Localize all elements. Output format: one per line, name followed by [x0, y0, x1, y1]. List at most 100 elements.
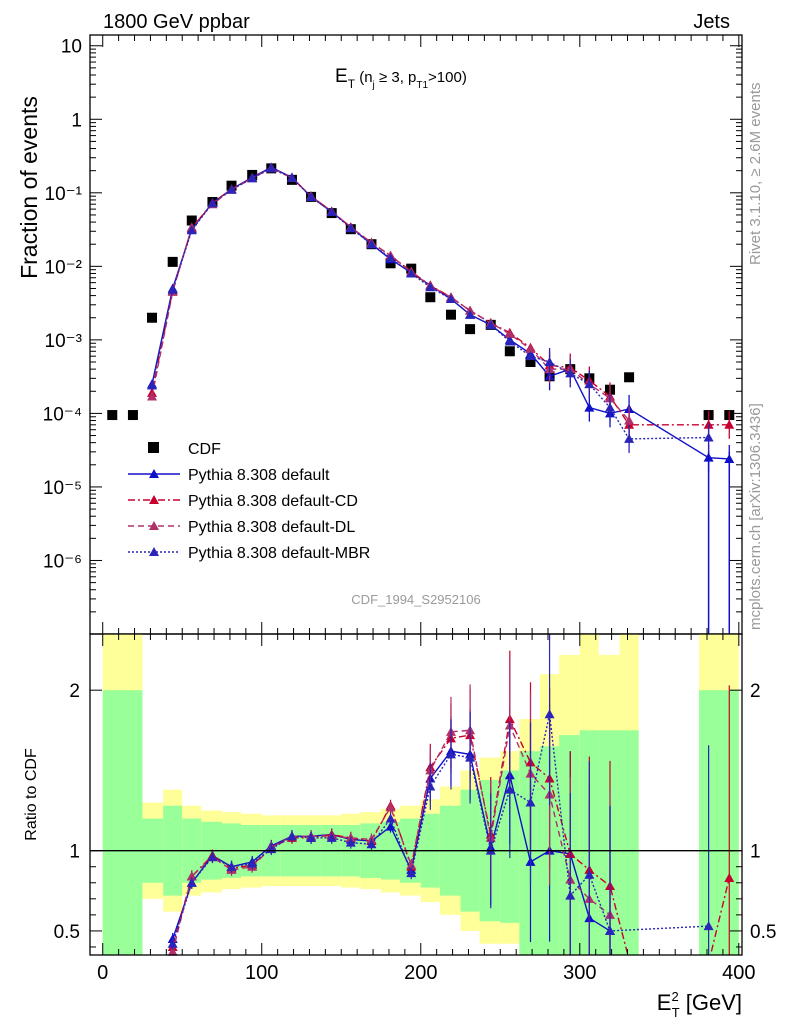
point-cdf-16	[425, 292, 436, 303]
plot-title: ET (nj ≥ 3, pT1>100)	[335, 66, 467, 91]
ratio-series-layer	[90, 634, 742, 956]
legend-label: Pythia 8.308 default-DL	[188, 519, 355, 536]
band-1sigma-26	[699, 690, 739, 955]
point-pythia-8-308-default-mbr-10	[345, 223, 356, 233]
ratio-point-pythia-8-308-default-mbr-11	[385, 813, 396, 823]
point-pythia-8-308-default-mbr-15	[445, 293, 456, 303]
point-pythia-8-308-default-mbr-24	[624, 433, 635, 443]
legend-entry-pythia-8-308-default-mbr: Pythia 8.308 default-MBR	[128, 545, 370, 562]
ratio-ytick-label-2: 2	[69, 681, 80, 702]
ratio-point-pythia-8-308-default-mbr-19	[544, 709, 555, 719]
point-pythia-8-308-default-mbr-22	[584, 379, 595, 389]
ratio-point-pythia-8-308-default-mbr-2	[207, 852, 218, 862]
ratio-point-pythia-8-308-default-mbr-14	[445, 749, 456, 759]
main-plot-panel: 10 1 10⁻¹ 10⁻² 10⁻³ 10⁻⁴ 10⁻⁵ 10⁻⁶ Fraction of …	[16, 34, 743, 635]
point-pythia-8-308-default-mbr-23	[605, 402, 616, 412]
x-tick-label-0: 0	[97, 962, 108, 984]
point-pythia-8-308-default-mbr-25	[703, 432, 714, 442]
uncertainty-bands	[102, 634, 739, 955]
point-pythia-8-308-default-dl-19	[525, 344, 536, 354]
ratio-point-pythia-8-308-default-mbr-4	[247, 858, 258, 868]
legend-label: Pythia 8.308 default	[188, 467, 330, 484]
legend-label: Pythia 8.308 default-MBR	[188, 545, 370, 562]
ratio-point-pythia-8-308-default-mbr-17	[504, 784, 515, 794]
ratio-point-pythia-8-308-default-mbr-18	[525, 797, 536, 807]
ratio-ytick-label-right-1: 1	[750, 842, 761, 863]
ratio-point-pythia-8-308-default-mbr-6	[286, 831, 297, 841]
ratio-point-pythia-8-308-default-mbr-0	[167, 938, 178, 948]
ratio-series-pythia-8-308-default-mbr	[167, 634, 714, 955]
point-pythia-8-308-default-mbr-1	[167, 284, 178, 294]
ratio-ytick-label-0: 0.5	[54, 922, 80, 943]
point-pythia-8-308-default-dl-18	[504, 329, 515, 339]
ratio-point-pythia-8-308-default-mbr-9	[345, 837, 356, 847]
point-pythia-8-308-default-mbr-2	[186, 225, 197, 235]
title-cond2: >100)	[428, 69, 467, 86]
x-tick-label-2: 200	[404, 962, 437, 984]
ratio-ytick-label-right-0: 0.5	[750, 922, 776, 943]
main-ytick-label-1: 1	[71, 110, 82, 131]
point-pythia-8-308-default-dl-0	[147, 391, 158, 401]
title-sub: T	[348, 77, 356, 91]
xlabel-sub: T	[672, 1005, 680, 1020]
point-pythia-8-308-default-mbr-11	[366, 239, 377, 249]
main-ytick-label-5: 10⁻⁴	[43, 404, 82, 425]
ratio-ytick-label-1: 1	[69, 842, 80, 863]
point-pythia-8-308-default-dl-24	[624, 415, 635, 425]
band-1sigma-20	[519, 751, 541, 955]
ratio-point-pythia-8-308-default-mbr-20	[565, 890, 576, 900]
legend-marker	[149, 547, 159, 556]
point-cdf-18	[465, 324, 476, 335]
point-pythia-8-308-default-mbr-5	[247, 173, 258, 183]
series-line-pythia-8-308-default-mbr	[151, 167, 709, 440]
energy-label: 1800 GeV ppbar	[103, 11, 250, 33]
ratio-point-pythia-8-308-default-mbr-1	[186, 877, 197, 887]
x-axis-label: E2 T [GeV]	[657, 989, 742, 1020]
legend-marker	[149, 495, 159, 504]
ratio-ytick-label-right-2: 2	[750, 681, 761, 702]
series-pythia-8-308-default-mbr	[147, 163, 714, 453]
title-nj-sub: j	[372, 80, 375, 91]
ratio-point-pythia-8-308-default-mbr-10	[366, 839, 377, 849]
x-tick-label-3: 300	[563, 962, 596, 984]
point-pythia-8-308-default-mbr-9	[326, 206, 337, 216]
ratio-point-pythia-8-308-default-mbr-3	[226, 861, 237, 871]
main-ytick-label-7: 10⁻⁶	[43, 551, 82, 572]
band-1sigma-0	[102, 690, 143, 955]
title-base: E	[335, 66, 348, 87]
point-pythia-8-308-default-mbr-19	[525, 351, 536, 361]
series-pythia-8-308-default-cd	[147, 163, 735, 439]
point-pythia-8-308-default-cd-26	[724, 419, 735, 429]
series-pythia-8-308-default	[147, 162, 735, 473]
series-cdf	[107, 163, 735, 421]
series-line-pythia-8-308-default-dl	[151, 167, 630, 421]
title-pt-sub: T1	[416, 80, 428, 91]
ratio-point-pythia-8-308-default-mbr-22	[605, 925, 616, 935]
main-y-axis-label: Fraction of events	[16, 96, 42, 279]
ratio-frame	[89, 633, 743, 956]
point-pythia-8-308-default-mbr-14	[425, 282, 436, 292]
point-cdf-26	[624, 372, 635, 383]
legend-entry-pythia-8-308-default: Pythia 8.308 default	[128, 467, 330, 484]
ratio-point-pythia-8-308-default-dl-0	[167, 946, 178, 956]
point-cdf-21	[525, 357, 536, 368]
point-pythia-8-308-default-mbr-6	[266, 163, 277, 173]
legend-marker	[148, 442, 159, 453]
point-cdf-4	[186, 215, 197, 226]
point-pythia-8-308-default-mbr-13	[406, 268, 417, 278]
title-paren: (n	[355, 69, 373, 86]
ratio-point-pythia-8-308-default-mbr-8	[326, 832, 337, 842]
ratio-point-pythia-8-308-default-mbr-7	[306, 832, 317, 842]
main-axes: 10 1 10⁻¹ 10⁻² 10⁻³ 10⁻⁴ 10⁻⁵ 10⁻⁶	[43, 34, 743, 635]
ratio-point-pythia-8-308-default-mbr-15	[465, 752, 476, 762]
legend: CDF Pythia 8.308 default Pythia 8.308 defa…	[128, 441, 370, 562]
point-cdf-14	[385, 258, 396, 269]
main-series-layer	[107, 162, 735, 634]
x-tick-label-4: 400	[722, 962, 755, 984]
point-pythia-8-308-default-mbr-17	[485, 319, 496, 329]
point-pythia-8-308-default-mbr-12	[385, 252, 396, 262]
series-line-pythia-8-308-default	[151, 166, 730, 460]
ratio-point-pythia-8-308-default-dl-1	[186, 871, 197, 881]
point-cdf-3	[167, 256, 178, 267]
